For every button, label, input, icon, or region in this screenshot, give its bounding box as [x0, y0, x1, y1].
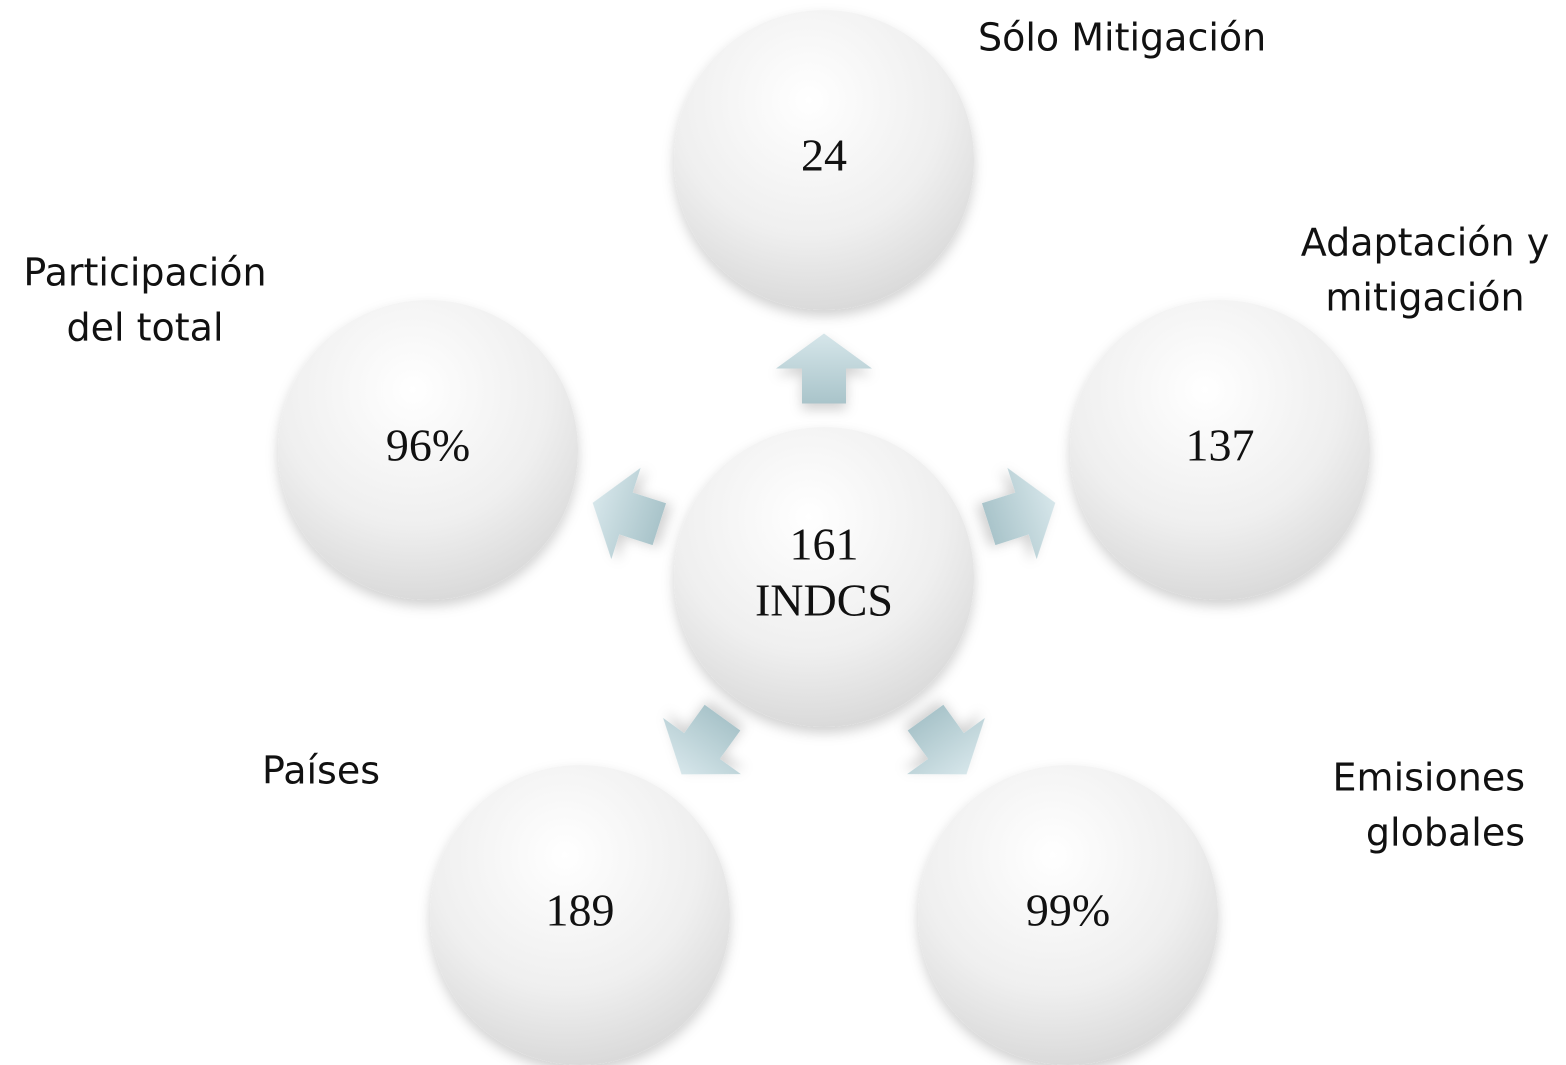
circles: 24 Sólo Mitigación 137 Adaptación y mitigaci… — [23, 10, 1549, 1065]
node-label: globales — [1366, 811, 1525, 855]
node-circle — [1070, 300, 1370, 600]
node-circle — [430, 765, 730, 1065]
center-text: INDCS — [755, 575, 893, 626]
arrow — [907, 704, 985, 775]
node: 96% Participación del total — [23, 251, 578, 600]
node-circle — [918, 765, 1218, 1065]
node-value: 137 — [1186, 420, 1255, 471]
node-value: 24 — [801, 130, 847, 181]
node-label: Adaptación y — [1301, 221, 1549, 265]
center-circle — [674, 427, 974, 727]
node-label: Participación — [23, 251, 266, 295]
node-label: del total — [66, 306, 223, 350]
arrows — [592, 333, 1056, 775]
node-value: 99% — [1026, 885, 1110, 936]
node-value: 189 — [546, 885, 615, 936]
node-circle — [674, 10, 974, 310]
node: 24 Sólo Mitigación — [674, 10, 1266, 310]
arrow — [592, 467, 667, 560]
node-label: mitigación — [1325, 276, 1524, 320]
node-label: Países — [262, 749, 380, 793]
node-circle — [278, 300, 578, 600]
arrow — [663, 704, 741, 775]
node: 137 Adaptación y mitigación — [1070, 221, 1549, 600]
node-value: 96% — [386, 420, 470, 471]
arrow — [981, 467, 1056, 560]
arrow — [776, 333, 872, 404]
node-label: Emisiones — [1333, 756, 1525, 800]
node: 189 Países — [262, 749, 730, 1065]
node-label: Sólo Mitigación — [978, 16, 1266, 60]
node: 99% Emisiones globales — [918, 756, 1525, 1065]
center-text: 161 — [790, 519, 859, 570]
